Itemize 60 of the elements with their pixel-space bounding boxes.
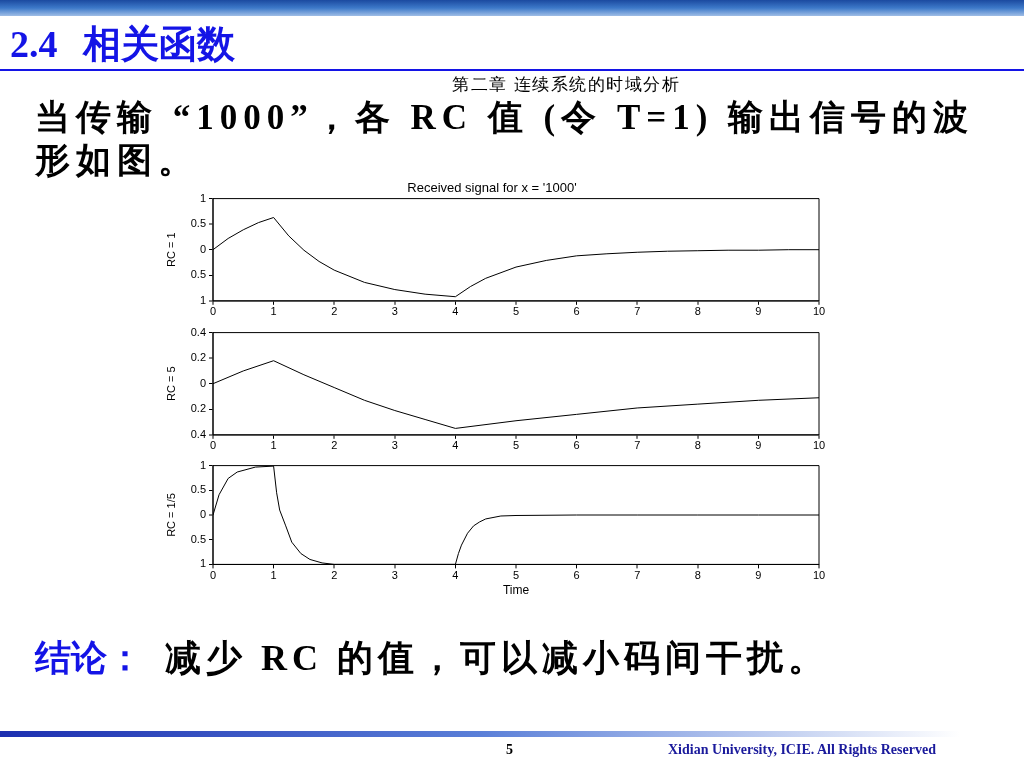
x-tick-label: 10: [812, 305, 826, 318]
y-tick-label: 1: [199, 458, 206, 471]
y-tick-label: 1: [199, 557, 206, 570]
x-tick-label: 6: [573, 305, 580, 318]
y-tick-label: 0: [199, 376, 206, 389]
text: 2.4 相关函数: [10, 22, 235, 67]
y-tick-label: 0.2: [190, 402, 206, 415]
text: Xidian University, ICIE. All Rights Reserved: [668, 741, 936, 758]
chart-title: Received signal for x = '1000': [407, 180, 577, 196]
y-tick-label: 0.4: [190, 427, 206, 440]
text: 当传输 “1000”，各 RC 值 (令 T=1) 输出信号的波形如图。: [35, 97, 976, 182]
x-tick-label: 5: [512, 569, 520, 582]
y-tick-label: 1: [199, 191, 206, 204]
y-tick-label: 0.5: [190, 483, 206, 496]
x-tick-label: 4: [452, 305, 459, 318]
x-tick-label: 6: [573, 569, 580, 582]
y-tick-label: 0: [199, 508, 206, 521]
x-tick-label: 3: [391, 439, 398, 452]
text: 第二章 连续系统的时域分析: [452, 75, 681, 95]
x-tick-label: 0: [209, 439, 217, 452]
x-tick-label: 7: [634, 305, 641, 318]
x-tick-label: 7: [634, 439, 641, 452]
y-tick-label: 0: [199, 242, 206, 255]
y-axis-title: RC = 1: [164, 232, 177, 267]
y-tick-label: 0.5: [190, 217, 206, 230]
x-tick-label: 5: [512, 439, 520, 452]
x-tick-label: 9: [755, 569, 762, 582]
x-tick-label: 1: [270, 439, 277, 452]
x-tick-label: 0: [209, 569, 217, 582]
x-tick-label: 5: [512, 305, 520, 318]
y-tick-label: 0.2: [190, 351, 206, 364]
text: 减少 RC 的值，可以减小码间干扰。: [165, 637, 829, 680]
x-tick-label: 1: [270, 569, 277, 582]
text: 5: [506, 741, 513, 758]
y-axis-title: RC = 1/5: [164, 493, 177, 537]
x-tick-label: 9: [755, 439, 762, 452]
x-tick-label: 3: [391, 305, 398, 318]
x-tick-label: 1: [270, 305, 277, 318]
x-tick-label: 10: [812, 439, 826, 452]
x-tick-label: 7: [634, 569, 641, 582]
text: 结论：: [35, 637, 143, 680]
x-axis-title: Time: [502, 583, 530, 598]
x-tick-label: 6: [573, 439, 580, 452]
x-tick-label: 8: [694, 569, 701, 582]
x-tick-label: 2: [331, 569, 338, 582]
x-tick-label: 2: [331, 439, 338, 452]
x-tick-label: 2: [331, 305, 338, 318]
x-tick-label: 0: [209, 305, 217, 318]
x-tick-label: 4: [452, 569, 459, 582]
y-tick-label: 1: [199, 293, 206, 306]
x-tick-label: 3: [391, 569, 398, 582]
y-tick-label: 0.5: [190, 268, 206, 281]
x-tick-label: 9: [755, 305, 762, 318]
x-tick-label: 10: [812, 569, 826, 582]
y-tick-label: 0.5: [190, 532, 206, 545]
y-axis-title: RC = 5: [164, 366, 177, 401]
x-tick-label: 8: [694, 305, 701, 318]
x-tick-label: 4: [452, 439, 459, 452]
x-tick-label: 8: [694, 439, 701, 452]
y-tick-label: 0.4: [190, 325, 206, 338]
